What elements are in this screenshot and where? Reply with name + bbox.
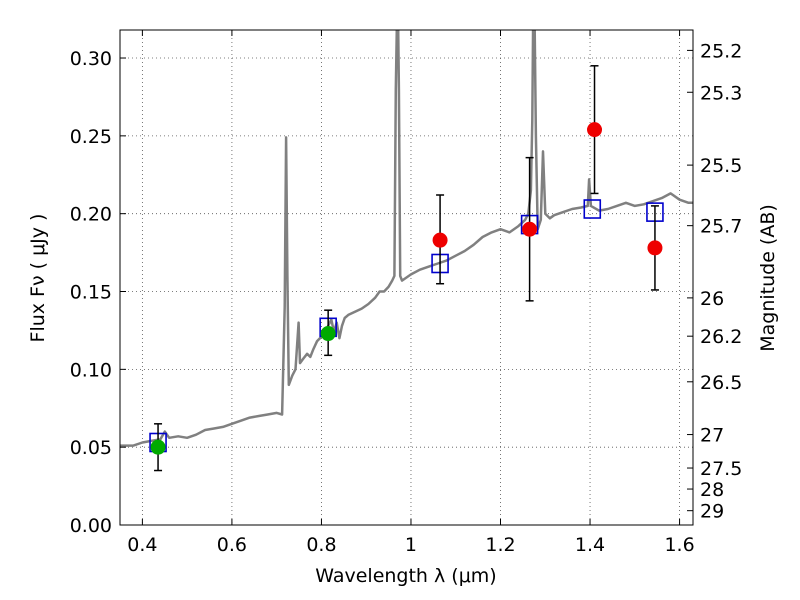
mag-tick-label: 28 [700,479,724,501]
x-tick-label: 1 [405,534,417,556]
ticks: 0.4 0.6 0.8 1 1.2 1.4 1.6 0.00 0.05 0.10 0.15 0.20 0… [70,30,742,556]
x-tick-label: 1.6 [664,534,694,556]
y-tick-label: 0.30 [70,48,112,70]
observed-photometry-point [432,232,448,248]
x-axis-label: Wavelength λ (μm) [315,565,496,587]
x-tick-label: 1.2 [485,534,515,556]
mag-tick-label: 29 [700,501,724,523]
mag-tick-label: 25.3 [700,82,742,104]
y-tick-label: 0.20 [70,204,112,226]
y-tick-label: 0.05 [70,437,112,459]
mag-tick-label: 26.5 [700,372,742,394]
y-tick-label: 0.10 [70,359,112,381]
x-tick-label: 1.4 [575,534,605,556]
observed-photometry-point [522,221,538,237]
observed-photometry-point [320,326,336,342]
mag-tick-label: 25.7 [700,216,742,238]
x-tick-label: 0.8 [306,534,336,556]
data-layer [120,30,693,472]
mag-tick-label: 25.5 [700,155,742,177]
mag-tick-label: 26 [700,288,724,310]
y2-axis-label: Magnitude (AB) [757,204,779,352]
mag-tick-label: 25.2 [700,40,742,62]
mag-tick-label: 27.5 [700,458,742,480]
x-tick-label: 0.6 [217,534,247,556]
y-tick-label: 0.15 [70,282,112,304]
y-axis-label: Flux Fν ( μJy ) [27,214,49,343]
mag-tick-label: 26.2 [700,326,742,348]
model-spectrum-line [120,30,693,447]
x-tick-label: 0.4 [127,534,157,556]
model-photometry-square [583,199,602,219]
mag-tick-label: 27 [700,425,724,447]
plot-frame [119,29,694,526]
observed-photometry-point [150,439,166,455]
y-tick-label: 0.00 [70,515,112,537]
observed-photometry-point [587,122,603,138]
y-tick-label: 0.25 [70,126,112,148]
observed-photometry-point [647,240,663,256]
